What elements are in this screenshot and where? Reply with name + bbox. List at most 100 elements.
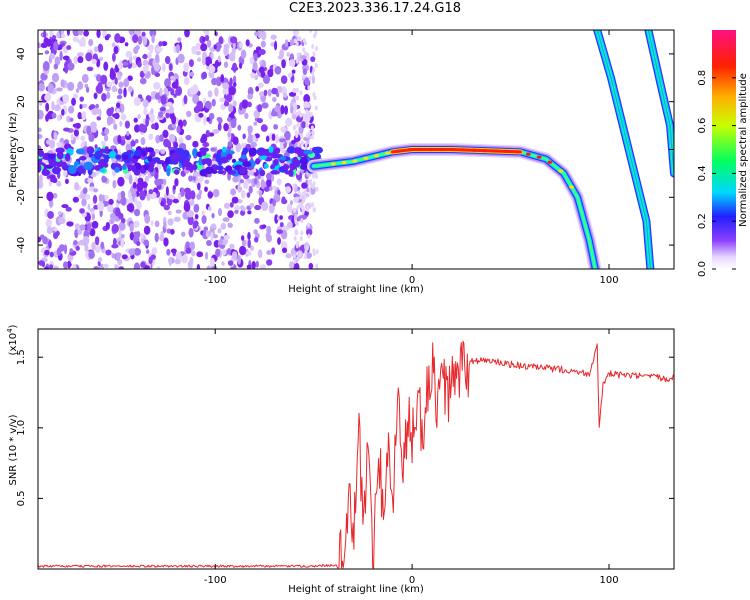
band-blob — [182, 149, 190, 159]
noise-blob — [248, 185, 253, 194]
noise-blob — [61, 204, 69, 209]
noise-blob — [281, 59, 286, 69]
noise-blob — [188, 175, 193, 182]
colorbar-gradient — [712, 30, 736, 269]
noise-blob — [44, 94, 50, 101]
noise-blob — [183, 62, 190, 73]
noise-blob — [189, 71, 195, 77]
noise-blob — [227, 132, 231, 138]
noise-blob — [128, 30, 134, 36]
noise-blob — [274, 105, 282, 114]
band-blob — [147, 155, 153, 162]
noise-blob — [214, 87, 219, 97]
noise-blob — [161, 41, 168, 47]
noise-blob — [292, 207, 297, 213]
noise-blob — [117, 134, 122, 144]
noise-blob — [271, 133, 276, 141]
noise-blob — [299, 90, 303, 96]
noise-blob — [217, 208, 223, 217]
snr-ylabel: SNR (10 * v/v) — [8, 414, 19, 485]
noise-blob — [220, 222, 226, 230]
noise-blob — [263, 89, 268, 97]
noise-blob — [62, 94, 70, 103]
noise-blob — [52, 265, 59, 269]
noise-blob — [218, 36, 224, 45]
band-blob — [61, 161, 68, 170]
noise-blob — [207, 90, 213, 98]
noise-blob — [143, 239, 150, 246]
noise-blob — [187, 260, 193, 269]
noise-blob — [137, 61, 142, 68]
noise-blob — [103, 61, 109, 71]
noise-blob — [76, 52, 84, 57]
noise-blob — [79, 224, 86, 231]
noise-blob — [266, 172, 272, 180]
noise-blob — [288, 91, 297, 97]
noise-blob — [113, 123, 118, 130]
noise-blob — [237, 124, 242, 131]
noise-blob — [227, 141, 233, 148]
noise-blob — [77, 81, 84, 90]
noise-blob — [234, 209, 239, 214]
noise-blob — [245, 251, 252, 256]
noise-blob — [75, 88, 80, 94]
noise-blob — [120, 190, 126, 199]
noise-blob — [123, 87, 127, 98]
noise-blob — [128, 174, 133, 185]
noise-blob — [93, 204, 99, 210]
noise-blob — [84, 243, 89, 253]
noise-blob — [69, 117, 74, 122]
noise-blob — [66, 30, 70, 36]
noise-blob — [309, 182, 313, 188]
noise-blob — [286, 52, 291, 57]
band-blob — [192, 148, 198, 158]
noise-blob — [88, 39, 94, 47]
band-blob — [221, 146, 227, 153]
noise-blob — [114, 77, 118, 85]
noise-blob — [127, 203, 135, 213]
noise-blob — [313, 95, 317, 101]
noise-blob — [267, 68, 274, 78]
noise-blob — [310, 134, 314, 140]
noise-blob — [253, 229, 258, 235]
noise-blob — [110, 106, 115, 113]
noise-blob — [148, 256, 153, 265]
noise-blob — [100, 241, 105, 250]
band-blob — [303, 150, 314, 155]
noise-blob — [222, 88, 229, 95]
noise-blob — [128, 248, 136, 256]
noise-blob — [314, 30, 318, 36]
band-blob — [165, 157, 171, 165]
noise-blob — [105, 249, 112, 256]
noise-blob — [304, 145, 308, 151]
band-blob — [152, 157, 161, 162]
noise-blob — [307, 85, 311, 91]
noise-blob — [40, 72, 48, 81]
noise-blob — [245, 39, 250, 47]
noise-blob — [85, 52, 93, 62]
noise-blob — [177, 193, 182, 201]
noise-blob — [295, 58, 299, 64]
noise-blob — [312, 251, 316, 257]
noise-blob — [156, 266, 161, 269]
noise-blob — [280, 241, 288, 250]
noise-blob — [315, 46, 319, 52]
noise-blob — [249, 202, 255, 208]
noise-blob — [109, 218, 115, 225]
noise-blob — [198, 189, 203, 196]
noise-blob — [181, 231, 186, 237]
noise-blob — [143, 106, 148, 116]
noise-blob — [204, 186, 208, 192]
noise-blob — [300, 133, 304, 139]
noise-blob — [291, 113, 297, 120]
noise-blob — [118, 266, 124, 269]
trace-bead — [439, 147, 445, 152]
noise-blob — [305, 133, 309, 139]
noise-blob — [63, 127, 71, 132]
noise-blob — [173, 141, 179, 149]
noise-blob — [255, 85, 260, 92]
noise-blob — [80, 135, 86, 142]
noise-blob — [111, 85, 117, 93]
noise-blob — [206, 265, 212, 269]
noise-blob — [38, 42, 42, 49]
